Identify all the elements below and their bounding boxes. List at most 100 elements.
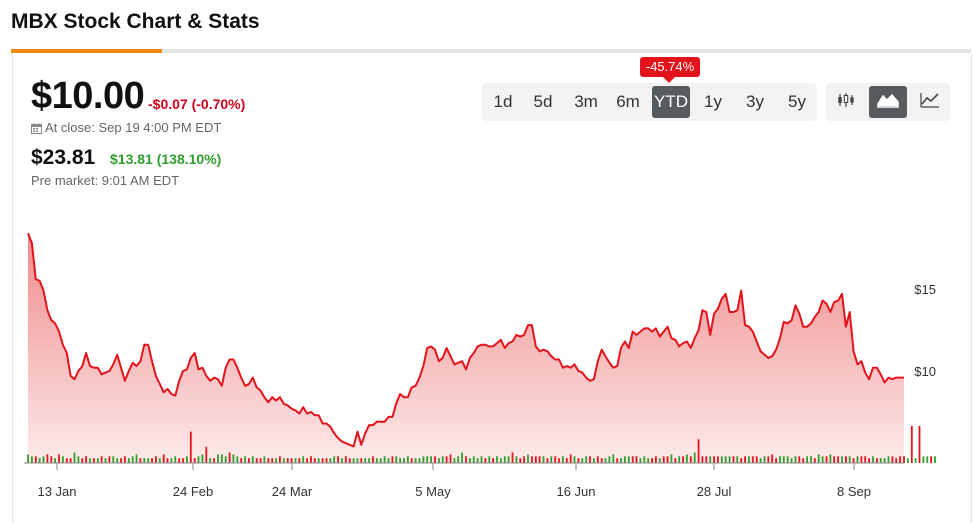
volume-bar [379,458,382,463]
volume-bar [46,454,49,463]
volume-bar [585,456,588,463]
volume-bar [810,456,812,463]
volume-bar [348,458,351,463]
area-chart-button[interactable] [869,86,907,118]
volume-bar [833,456,836,463]
volume-bar [837,456,839,463]
volume-bar [317,458,320,463]
volume-bar [782,456,785,463]
x-tick-label: 28 Jul [697,484,732,499]
volume-bar [267,458,270,463]
volume-bar [232,454,235,463]
volume-bar [593,458,595,463]
volume-bar [732,456,735,463]
range-3y-button[interactable]: 3y [746,92,764,111]
range-5y-button[interactable]: 5y [788,92,806,111]
volume-bar [554,456,557,463]
volume-bar [740,458,743,463]
volume-bar [189,431,192,463]
volume-bar [596,456,599,463]
line-chart-button[interactable] [911,86,949,118]
range-5d-button[interactable]: 5d [533,92,553,111]
volume-bar [438,458,440,463]
volume-bar [790,458,793,463]
volume-bar [763,456,766,463]
range-ytd-button[interactable]: YTD [652,86,690,118]
volume-bar [631,456,634,463]
volume-bar [306,458,308,463]
volume-bar [744,456,746,463]
volume-bar [573,456,576,463]
volume-bar [755,456,758,463]
volume-bar [275,458,277,463]
active-tab-indicator [11,49,162,53]
volume-bar [248,458,250,463]
range-1d-button[interactable]: 1d [493,92,513,111]
volume-bar [500,458,502,463]
volume-bar [341,458,343,463]
volume-bar [531,456,533,463]
volume-bar [27,454,29,463]
range-3m-button[interactable]: 3m [574,92,598,111]
volume-bar [678,456,681,463]
x-tick-label: 16 Jun [556,484,595,499]
volume-bar [472,456,475,463]
volume-bar [527,454,529,463]
volume-bar [410,458,413,463]
volume-bar [658,458,661,463]
volume-bar [182,458,184,463]
x-tick-label: 24 Mar [272,484,313,499]
price-area [27,232,904,463]
volume-bar [166,458,169,463]
volume-bar [686,454,688,463]
volume-bar [907,458,909,463]
volume-bar [565,458,568,463]
volume-bar [655,456,657,463]
volume-bar [135,454,138,463]
premarket-change: $13.81 (138.10%) [110,151,222,167]
volume-bar [93,458,95,463]
volume-bar [779,456,781,463]
range-change-badge-arrow [663,77,675,83]
volume-bar [38,458,41,463]
volume-bar [767,456,770,463]
candlestick-chart-button[interactable] [827,86,865,118]
candlestick-icon [837,92,855,113]
volume-bar [302,456,305,463]
volume-bar [484,458,487,463]
volume-bar [569,454,572,463]
x-axis-ticks: 13 Jan 24 Feb 24 Mar 5 May 16 Jun 28 Jul 8 Sep [37,463,871,499]
volume-bar [523,456,525,463]
y-tick-label: $15 [914,282,936,297]
volume-bar [608,456,611,463]
volume-bar [158,458,161,463]
range-1y-button[interactable]: 1y [704,92,722,111]
volume-bar [612,454,615,463]
price-line [27,232,904,448]
volume-bar [511,452,514,463]
volume-bar [282,458,285,463]
volume-bar [127,458,130,463]
volume-bar [860,456,863,463]
volume-bar [930,456,932,463]
volume-bar [310,456,312,463]
volume-bar [85,456,87,463]
volume-bar [821,456,824,463]
volume-bar [147,458,150,463]
volume-bar [240,458,243,463]
volume-bar [329,458,332,463]
volume-bar [864,456,867,463]
volume-bar [279,456,281,463]
volume-bar [96,458,99,463]
volume-bar [856,456,859,463]
volume-bar [647,458,650,463]
volume-bar [534,456,537,463]
volume-bar [368,458,370,463]
volume-bar [151,458,153,463]
volume-bar [143,458,146,463]
volume-bar [259,458,262,463]
volume-bar [724,456,727,463]
range-6m-button[interactable]: 6m [616,92,640,111]
volume-bar [434,456,436,463]
